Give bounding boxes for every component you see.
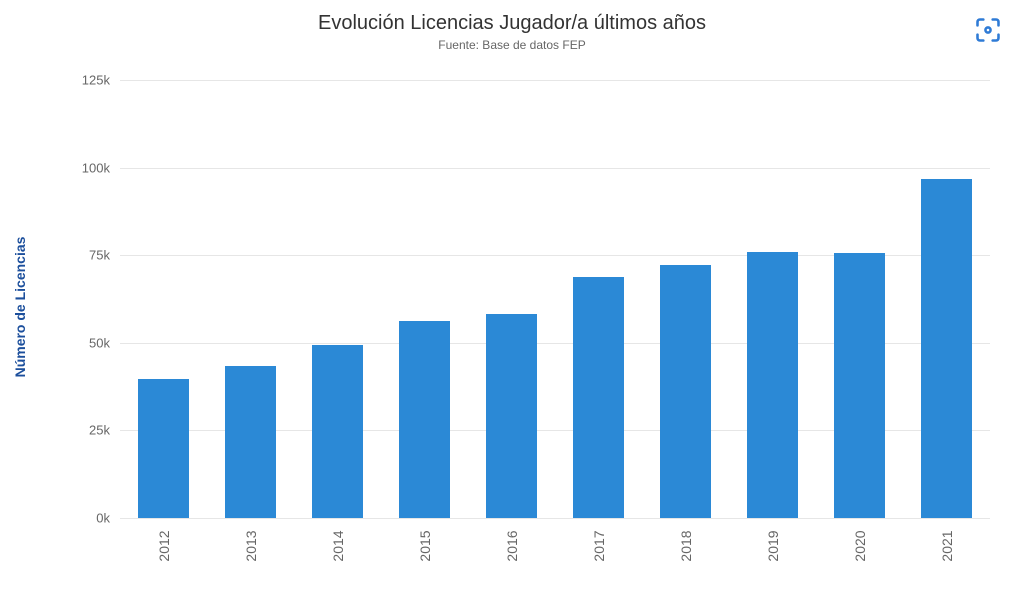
bar-value-label: 49,463 — [294, 460, 312, 512]
bar[interactable]: 56,263 — [399, 321, 449, 518]
scan-icon[interactable] — [974, 16, 1002, 44]
bar-value-label: 75,819 — [729, 460, 747, 512]
x-tick-label: 2018 — [678, 530, 694, 561]
bar-value-label: 39,652 — [120, 460, 138, 512]
bar[interactable]: 39,652 — [138, 379, 188, 518]
x-tick-label: 2020 — [852, 530, 868, 561]
bar[interactable]: 75,548 — [834, 253, 884, 518]
bar-value-label: 75,548 — [816, 460, 834, 512]
bar[interactable]: 75,819 — [747, 252, 797, 518]
bar[interactable]: 49,463 — [312, 345, 362, 518]
x-tick-label: 2014 — [330, 530, 346, 561]
x-tick-label: 2017 — [591, 530, 607, 561]
chart-plot-area: 39,652 43,312 49,463 56,263 58,333 68,786 72,2… — [120, 80, 990, 518]
x-tick-label: 2012 — [156, 530, 172, 561]
y-tick-label: 100k — [82, 160, 120, 175]
x-tick-label: 2015 — [417, 530, 433, 561]
y-tick-label: 50k — [89, 335, 120, 350]
bar[interactable]: 43,312 — [225, 366, 275, 518]
x-tick-label: 2013 — [243, 530, 259, 561]
bar-value-label: 43,312 — [207, 460, 225, 512]
x-tick-label: 2019 — [765, 530, 781, 561]
bar[interactable]: 68,786 — [573, 277, 623, 518]
bar-value-label: 96,872 — [903, 460, 921, 512]
y-tick-label: 25k — [89, 423, 120, 438]
bar-value-label: 72,266 — [642, 460, 660, 512]
y-axis-title: Número de Licencias — [12, 207, 28, 407]
bar-value-label: 68,786 — [555, 460, 573, 512]
x-tick-label: 2016 — [504, 530, 520, 561]
x-tick-label: 2021 — [939, 530, 955, 561]
bar-value-label: 58,333 — [468, 460, 486, 512]
bar[interactable]: 72,266 — [660, 265, 710, 518]
chart-subtitle: Fuente: Base de datos FEP — [0, 38, 1024, 52]
bar-value-label: 56,263 — [381, 460, 399, 512]
grid-line — [120, 518, 990, 519]
bars-container: 39,652 43,312 49,463 56,263 58,333 68,786 72,2… — [120, 80, 990, 518]
y-tick-label: 75k — [89, 248, 120, 263]
chart-title: Evolución Licencias Jugador/a últimos añ… — [0, 12, 1024, 35]
bar[interactable]: 58,333 — [486, 314, 536, 518]
y-tick-label: 0k — [96, 511, 120, 526]
bar[interactable]: 96,872 — [921, 179, 971, 518]
y-tick-label: 125k — [82, 73, 120, 88]
